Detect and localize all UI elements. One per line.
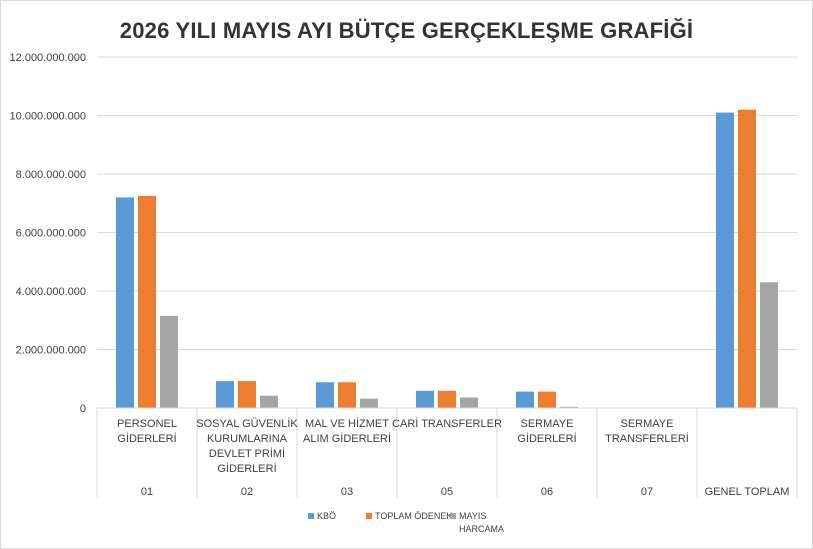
category-code: GENEL TOPLAM (705, 486, 790, 498)
y-tick-label: 2.000.000.000 (16, 345, 86, 357)
chart-title: 2026 YILI MAYIS AYI BÜTÇE GERÇEKLEŞME GR… (119, 18, 694, 43)
legend-label: HARCAMA (459, 524, 504, 534)
bar-toplam-ödenek-02 (238, 381, 256, 408)
bar-mayis-harcama-01 (160, 315, 178, 408)
category-label: DEVLET PRİMİ (209, 447, 285, 460)
bar-kbö-02 (216, 381, 234, 408)
legend-swatch (366, 513, 372, 519)
bar-mayis-harcama-06 (560, 406, 578, 408)
category-code: 07 (641, 486, 653, 498)
y-tick-label: 0 (80, 403, 86, 415)
category-label: GİDERLERİ (217, 462, 276, 475)
bar-kbö-06 (516, 391, 534, 408)
bar-kbö-05 (416, 390, 434, 408)
category-label: CARİ TRANSFERLER (392, 417, 502, 430)
legend-label: KBÖ (317, 511, 336, 521)
bar-toplam-ödenek-05 (438, 390, 456, 408)
category-code: 02 (241, 486, 253, 498)
category-label: SOSYAL GÜVENLİK (196, 417, 298, 430)
category-label: ALIM GİDERLERİ (303, 432, 391, 445)
bar-toplam-ödenek-06 (538, 391, 556, 408)
y-tick-label: 8.000.000.000 (16, 169, 86, 181)
category-label: GİDERLERİ (517, 432, 576, 445)
category-code: 03 (341, 486, 353, 498)
legend: KBÖ TOPLAM ÖDENEK MAYIS HARCAMA (308, 511, 504, 534)
y-tick-label: 12.000.000.000 (10, 52, 86, 64)
y-tick-label: 10.000.000.000 (10, 111, 86, 123)
category-label: SERMAYE (521, 418, 574, 430)
category-code: 06 (541, 486, 553, 498)
legend-swatch (308, 513, 314, 519)
y-tick-label: 4.000.000.000 (16, 286, 86, 298)
category-label: TRANSFERLERİ (605, 432, 689, 445)
bar-mayis-harcama-02 (260, 395, 278, 408)
bar-toplam-ödenek-01 (138, 195, 156, 408)
bar-kbö-01 (116, 197, 134, 408)
bars (116, 109, 778, 409)
legend-label: MAYIS (459, 511, 486, 521)
bar-toplam-ödenek-03 (338, 382, 356, 408)
y-tick-label: 6.000.000.000 (16, 228, 86, 240)
bar-toplam-ödenek-genel-toplam (738, 109, 756, 409)
legend-swatch (450, 513, 456, 519)
category-label: GİDERLERİ (117, 432, 176, 445)
category-label: KURUMLARINA (207, 433, 288, 445)
bar-kbö-genel-toplam (716, 112, 734, 408)
bar-mayis-harcama-genel-toplam (760, 282, 778, 408)
x-axis: PERSONEL GİDERLERİ 01 SOSYAL GÜVENLİK KURUML… (96, 407, 798, 498)
category-label: PERSONEL (117, 418, 177, 430)
bar-mayis-harcama-05 (460, 397, 478, 408)
y-axis-tick-labels: 0 2.000.000.000 4.000.000.000 6.000.000.000… (10, 52, 86, 415)
category-label: MAL VE HİZMET (305, 417, 389, 430)
category-code: 01 (141, 486, 153, 498)
category-code: 05 (441, 486, 453, 498)
category-label: SERMAYE (621, 418, 674, 430)
legend-label: TOPLAM ÖDENEK (375, 511, 452, 521)
bar-kbö-03 (316, 382, 334, 408)
bar-mayis-harcama-03 (360, 398, 378, 408)
gridlines (97, 56, 797, 409)
